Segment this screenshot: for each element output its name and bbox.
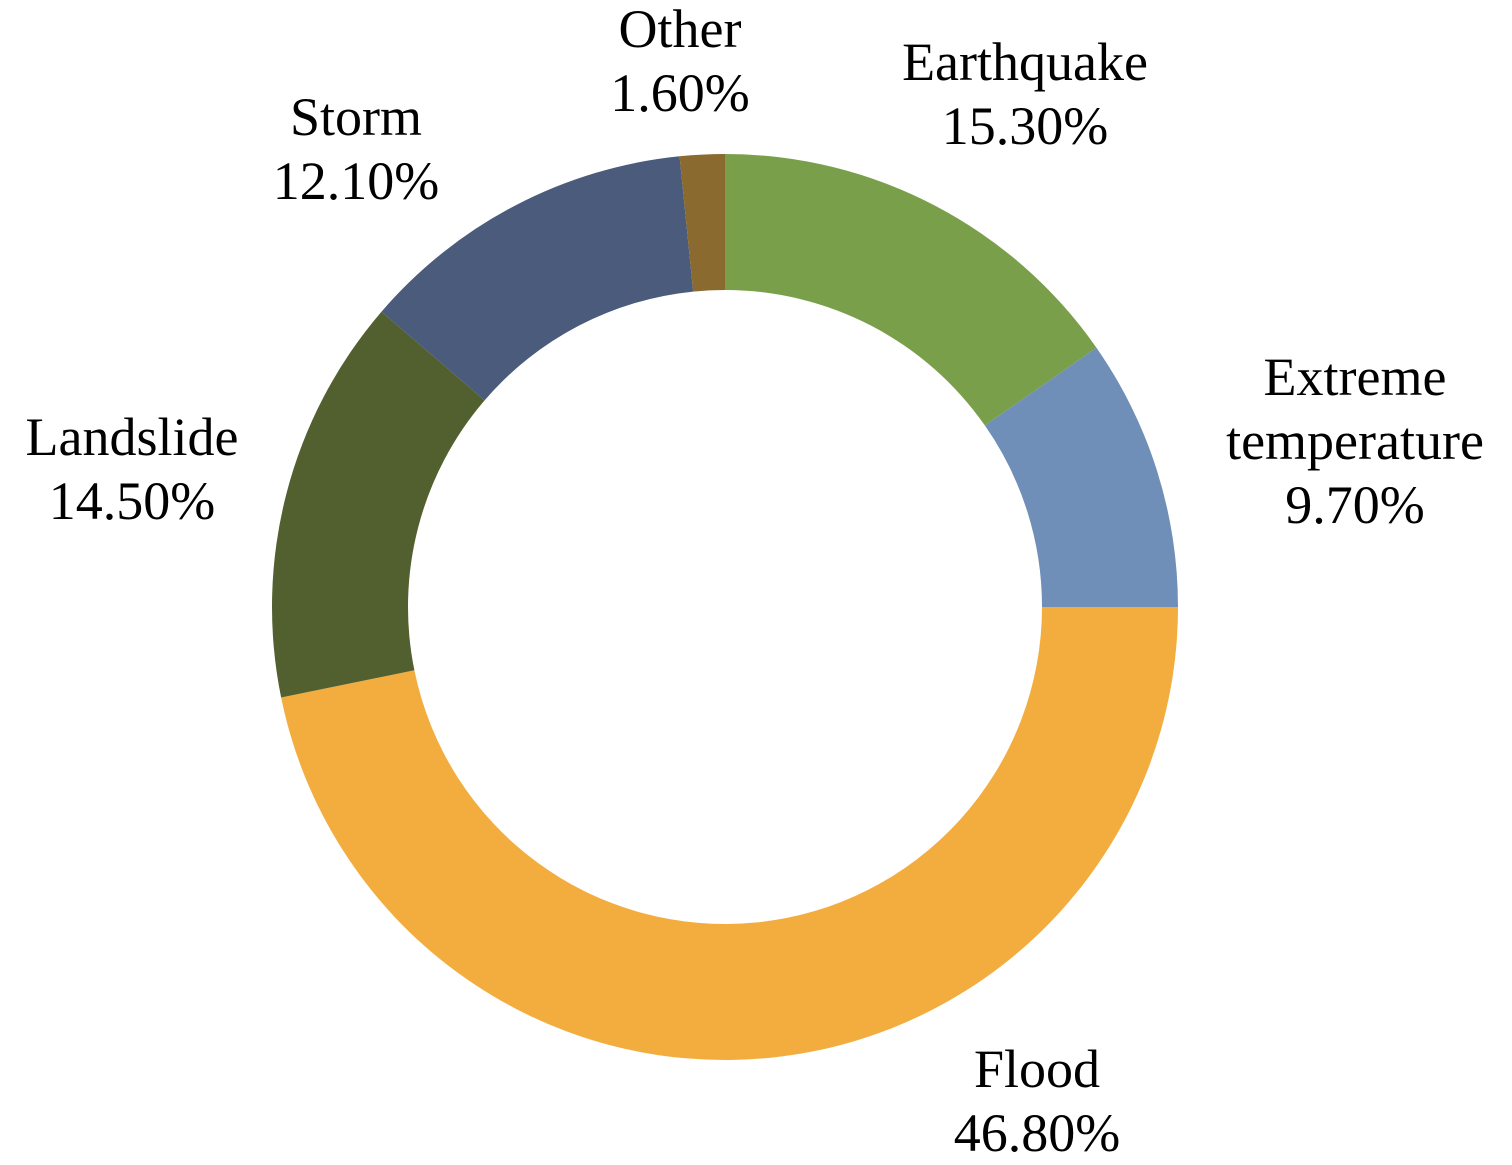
value-label-extreme-temperature: 9.70%	[1285, 475, 1424, 535]
category-label-earthquake: Earthquake	[902, 32, 1148, 92]
slice-extreme-temperature	[984, 347, 1178, 607]
category-label-extreme-temperature: temperature	[1226, 411, 1484, 471]
category-label-extreme-temperature: Extreme	[1264, 347, 1447, 407]
category-label-landslide: Landslide	[26, 407, 239, 467]
category-label-flood: Flood	[974, 1039, 1100, 1099]
value-label-flood: 46.80%	[954, 1103, 1120, 1163]
slice-flood	[281, 607, 1178, 1060]
slice-storm	[381, 156, 694, 401]
slice-landslide	[272, 311, 485, 698]
category-label-other: Other	[619, 0, 742, 59]
slice-other	[679, 154, 725, 292]
value-label-landslide: 14.50%	[49, 471, 215, 531]
value-label-storm: 12.10%	[273, 151, 439, 211]
donut-slices	[272, 154, 1178, 1060]
slice-earthquake	[725, 154, 1097, 426]
category-label-storm: Storm	[290, 87, 422, 147]
value-label-earthquake: 15.30%	[942, 96, 1108, 156]
value-label-other: 1.60%	[610, 63, 749, 123]
